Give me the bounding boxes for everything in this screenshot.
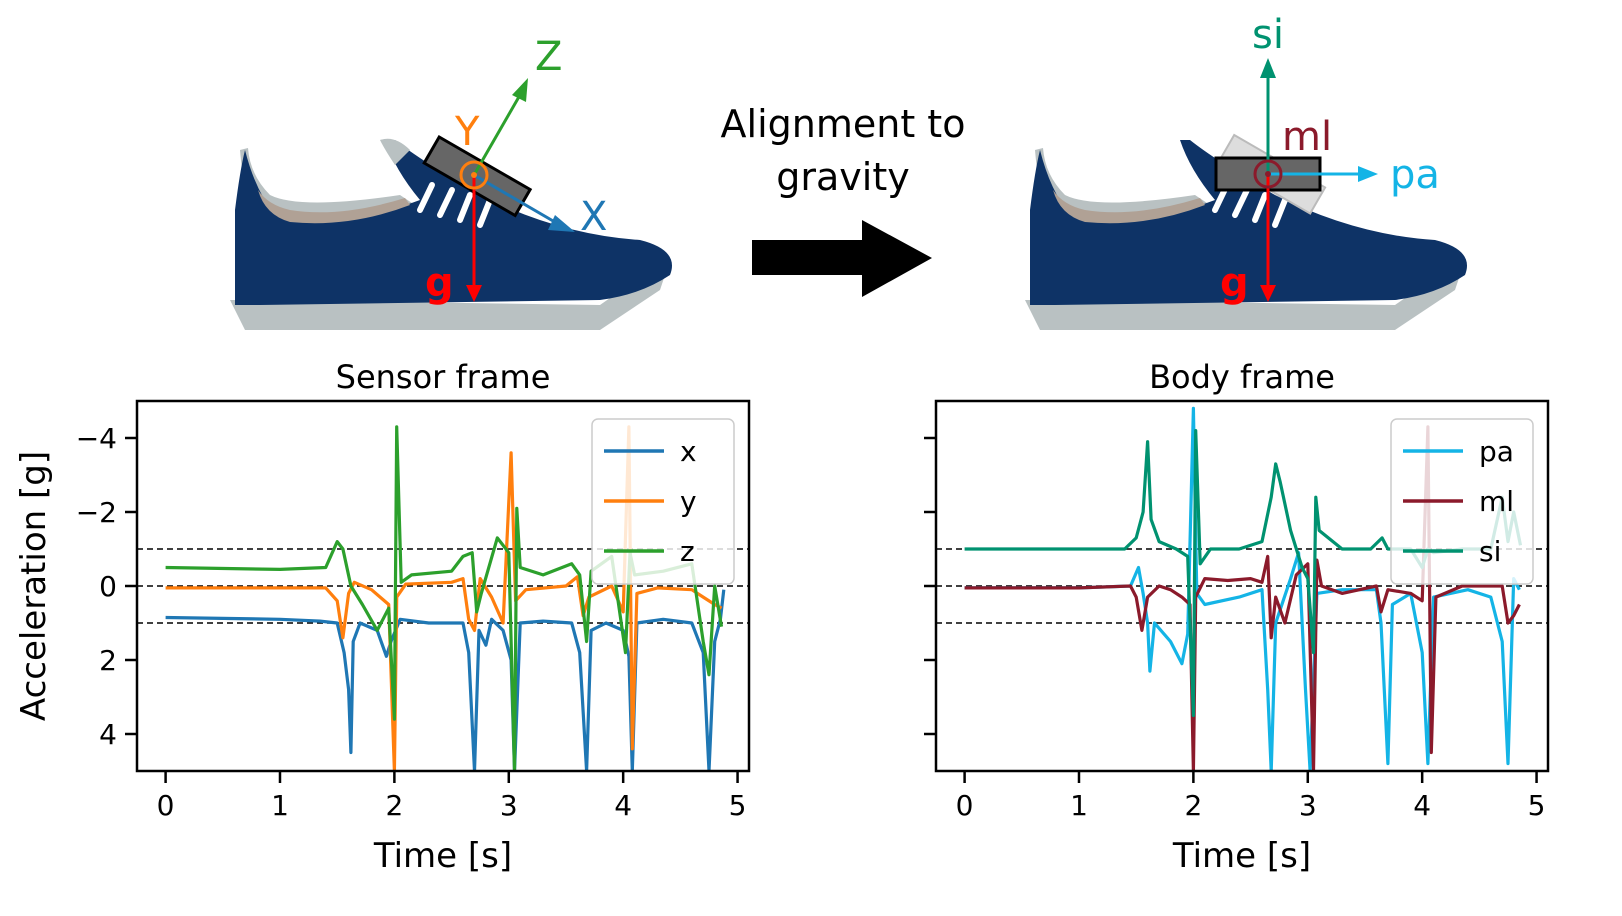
y-tick-label: −2 bbox=[76, 496, 117, 529]
sensor-frame-chart-ylabel: Acceleration [g] bbox=[14, 451, 54, 721]
y-tick-label: 4 bbox=[99, 718, 117, 751]
left-shoe-sole bbox=[230, 260, 670, 330]
alignment-label-line1: Alignment to bbox=[721, 102, 966, 146]
y-tick-label: 0 bbox=[99, 570, 117, 603]
sensor-frame-chart-xlabel: Time [s] bbox=[373, 836, 512, 876]
legend-label-ml: ml bbox=[1479, 485, 1514, 518]
series-line-y bbox=[165, 425, 723, 771]
sensor-frame-chart: Sensor frame Acceleration [g] Time [s] 0… bbox=[14, 358, 751, 876]
right-si-axis-arrowhead bbox=[1260, 58, 1276, 78]
left-z-axis-arrow bbox=[472, 94, 522, 176]
left-y-axis-label: Y bbox=[454, 109, 480, 155]
x-tick-label: 1 bbox=[271, 789, 289, 822]
body-frame-plot-area: 0 1 2 3 4 5 pa ml si bbox=[924, 399, 1550, 822]
right-shoe-sole bbox=[1025, 260, 1465, 330]
right-pa-axis-label: pa bbox=[1390, 152, 1440, 198]
right-shoe-illustration: g si pa ml bbox=[1025, 12, 1467, 330]
right-pa-axis-arrowhead bbox=[1358, 166, 1378, 182]
sensor-frame-plot-area: 0 1 2 3 4 5 −4 −2 0 2 4 xyz bbox=[76, 399, 751, 822]
x-tick-label: 1 bbox=[1070, 789, 1088, 822]
right-gravity-arrowhead bbox=[1260, 285, 1276, 302]
x-tick-label: 5 bbox=[1528, 789, 1546, 822]
right-ml-axis-label: ml bbox=[1282, 114, 1332, 160]
legend-label-x: x bbox=[680, 435, 697, 468]
legend-label-si: si bbox=[1479, 535, 1501, 568]
right-shoe-lining bbox=[1053, 190, 1205, 224]
legend-label-z: z bbox=[680, 535, 695, 568]
x-tick-label: 3 bbox=[1299, 789, 1317, 822]
left-x-axis-arrow bbox=[473, 173, 561, 227]
x-tick-label: 0 bbox=[956, 789, 974, 822]
left-x-axis-label: X bbox=[580, 194, 607, 240]
x-tick-label: 2 bbox=[385, 789, 403, 822]
sensor-frame-chart-title: Sensor frame bbox=[336, 358, 551, 396]
series-line-x bbox=[165, 589, 726, 771]
left-shoe-illustration: g X Z Y bbox=[230, 34, 672, 330]
left-shoe-laces bbox=[417, 182, 493, 228]
left-gravity-arrowhead bbox=[466, 285, 482, 302]
right-shoe-upper bbox=[1030, 140, 1467, 305]
x-tick-label: 4 bbox=[1413, 789, 1431, 822]
right-si-axis-label: si bbox=[1252, 12, 1284, 58]
left-x-axis-arrowhead bbox=[548, 215, 575, 232]
x-tick-label: 4 bbox=[614, 789, 632, 822]
legend-label-y: y bbox=[680, 485, 697, 518]
right-ml-axis-dot bbox=[1265, 171, 1271, 177]
x-tick-label: 3 bbox=[500, 789, 518, 822]
body-frame-chart-title: Body frame bbox=[1149, 358, 1335, 396]
left-shoe-upper bbox=[235, 140, 672, 305]
left-y-axis-symbol bbox=[459, 160, 489, 190]
x-tick-label: 2 bbox=[1184, 789, 1202, 822]
right-gravity-label: g bbox=[1220, 260, 1249, 306]
left-z-axis-label: Z bbox=[535, 34, 562, 80]
series-line-ml bbox=[964, 425, 1521, 771]
right-ml-axis-symbol bbox=[1253, 159, 1283, 189]
left-y-axis-dot bbox=[471, 172, 477, 178]
x-tick-label: 0 bbox=[157, 789, 175, 822]
y-tick-label: 2 bbox=[99, 644, 117, 677]
alignment-label-line2: gravity bbox=[776, 155, 909, 199]
left-shoe-lining bbox=[258, 190, 410, 224]
alignment-arrow bbox=[752, 220, 932, 297]
y-tick-label: −4 bbox=[76, 422, 117, 455]
alignment-arrow-group: Alignment to gravity bbox=[721, 102, 966, 297]
left-gravity-label: g bbox=[425, 260, 454, 306]
left-z-axis-arrowhead bbox=[512, 78, 528, 102]
body-frame-chart-xlabel: Time [s] bbox=[1172, 836, 1311, 876]
x-tick-label: 5 bbox=[729, 789, 747, 822]
left-shoe-tongue bbox=[380, 138, 410, 165]
legend-label-pa: pa bbox=[1479, 435, 1514, 468]
body-frame-chart: Body frame Time [s] 0 1 2 3 4 5 pa ml si bbox=[924, 358, 1550, 876]
